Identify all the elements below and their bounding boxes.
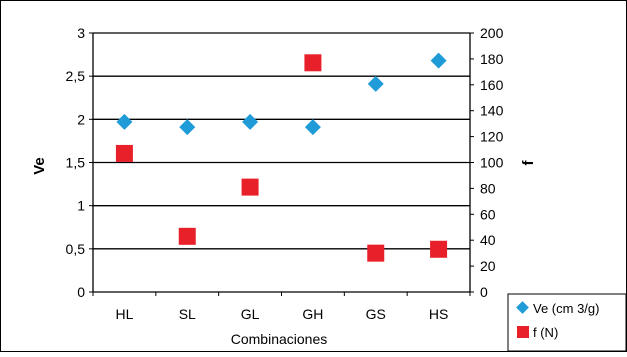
y-left-tick-label: 1,5 bbox=[66, 155, 86, 171]
y-right-tick-label: 20 bbox=[480, 258, 496, 274]
y-right-tick-label: 60 bbox=[480, 206, 496, 222]
f-square-point bbox=[241, 178, 259, 196]
x-tick-label: HS bbox=[429, 306, 448, 322]
y-left-tick-label: 2 bbox=[77, 111, 85, 127]
legend: Ve (cm 3/g) f (N) bbox=[507, 293, 627, 352]
x-tick-label: GS bbox=[366, 306, 386, 322]
x-axis-label: Combinaciones bbox=[231, 331, 328, 347]
y-right-tick-label: 100 bbox=[480, 155, 504, 171]
f-square-point bbox=[304, 54, 322, 72]
y-right-axis-label: f bbox=[520, 160, 537, 166]
legend-frame bbox=[507, 293, 627, 352]
ve-diamond-point bbox=[179, 119, 196, 136]
y-right-tick-label: 180 bbox=[480, 51, 504, 67]
y-left-tick-label: 0,5 bbox=[66, 241, 86, 257]
data-marks bbox=[115, 52, 448, 262]
y-right-tick-label: 200 bbox=[480, 25, 504, 41]
y-left-tick-label: 3 bbox=[77, 25, 85, 41]
x-tick-label: GH bbox=[302, 306, 323, 322]
ve-diamond-point bbox=[367, 75, 384, 92]
y-left-axis-label: Ve bbox=[31, 157, 48, 175]
y-right-tick-label: 40 bbox=[480, 232, 496, 248]
x-tick-label: SL bbox=[179, 306, 196, 322]
axes bbox=[89, 32, 474, 296]
y-right-tick-label: 160 bbox=[480, 77, 504, 93]
legend-label-f: f (N) bbox=[533, 325, 558, 340]
x-tick-label: HL bbox=[115, 306, 133, 322]
ve-diamond-point bbox=[242, 113, 259, 130]
ve-diamond-point bbox=[430, 52, 447, 69]
y-left-tick-label: 2,5 bbox=[66, 68, 86, 84]
legend-label-ve: Ve (cm 3/g) bbox=[533, 301, 599, 316]
grid-lines bbox=[93, 32, 470, 250]
ve-diamond-point bbox=[304, 119, 321, 136]
y-left-tick-label: 0 bbox=[77, 284, 85, 300]
x-tick-label: GL bbox=[241, 306, 260, 322]
f-square-point bbox=[430, 240, 448, 258]
y-right-tick-label: 140 bbox=[480, 103, 504, 119]
f-square-point bbox=[367, 244, 385, 262]
ve-diamond-point bbox=[116, 113, 133, 130]
f-square-point bbox=[115, 144, 133, 162]
tick-labels: 0 0,5 1 1,5 2 2,5 3 0 20 40 60 80 100 120 140 160 180 200… bbox=[66, 25, 504, 322]
f-square-point bbox=[178, 227, 196, 245]
y-right-tick-label: 0 bbox=[480, 284, 488, 300]
y-right-tick-label: 80 bbox=[480, 180, 496, 196]
legend-marker-f bbox=[517, 326, 529, 338]
y-left-tick-label: 1 bbox=[77, 198, 85, 214]
y-right-tick-label: 120 bbox=[480, 129, 504, 145]
